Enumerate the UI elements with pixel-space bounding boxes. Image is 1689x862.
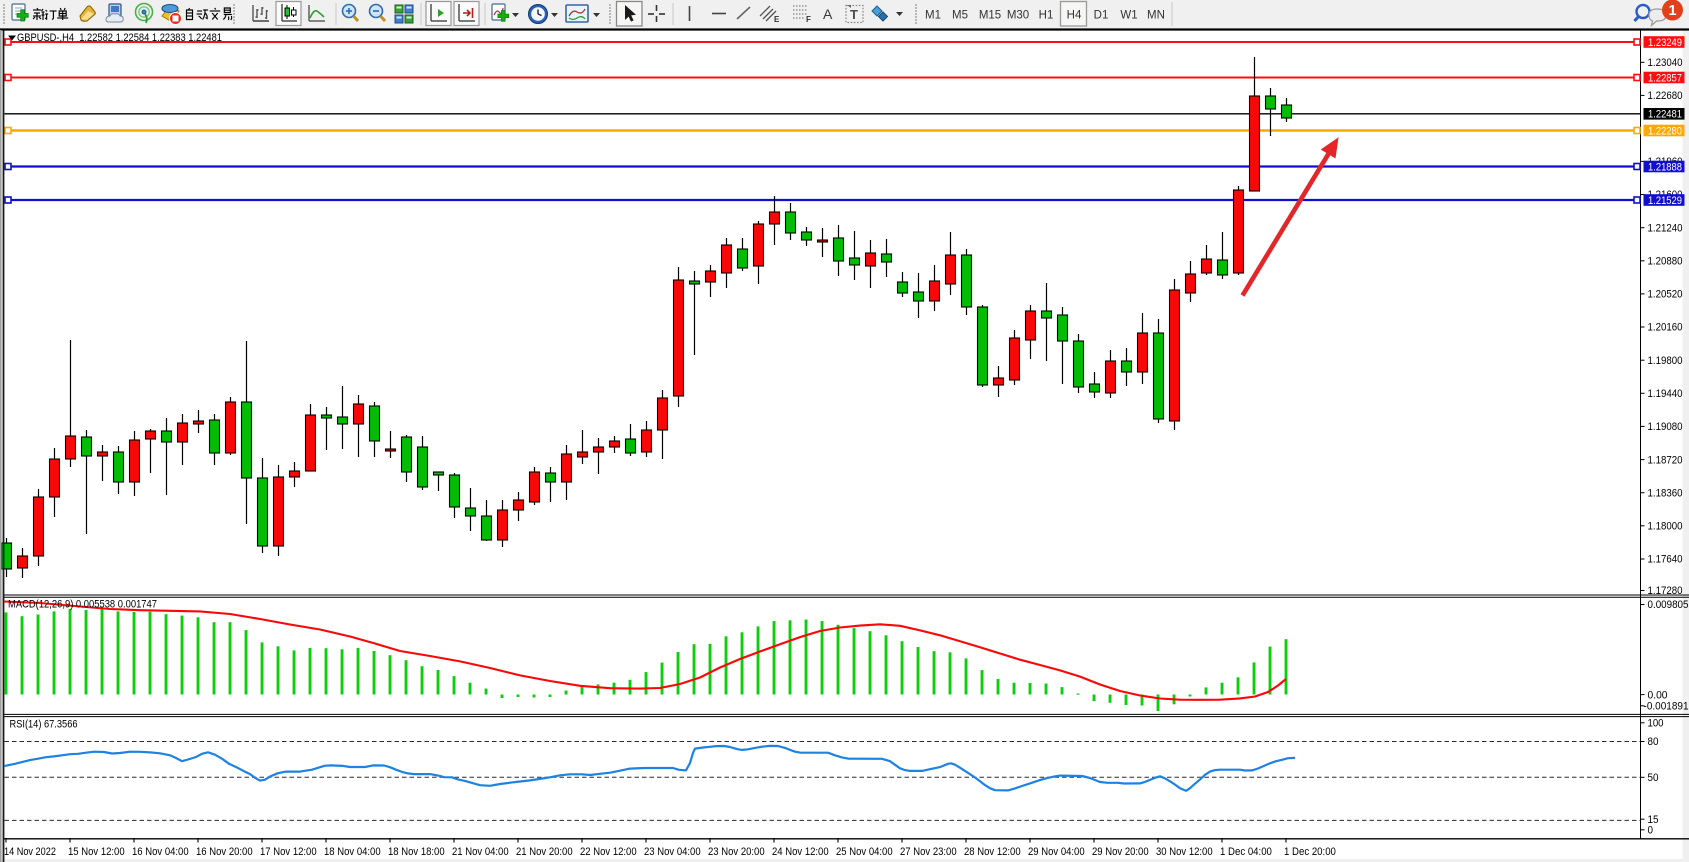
svg-text:1.21529: 1.21529 — [1648, 195, 1682, 207]
svg-text:24 Nov 12:00: 24 Nov 12:00 — [772, 846, 829, 858]
svg-text:T: T — [850, 7, 858, 22]
svg-text:M30: M30 — [1007, 10, 1029, 22]
svg-text:80: 80 — [1648, 736, 1659, 748]
svg-text:28 Nov 12:00: 28 Nov 12:00 — [964, 846, 1021, 858]
svg-text:1.20160: 1.20160 — [1648, 322, 1683, 334]
svg-text:MACD(12,26,9) 0.005538 0.00174: MACD(12,26,9) 0.005538 0.001747 — [8, 599, 157, 611]
svg-text:23 Nov 20:00: 23 Nov 20:00 — [708, 846, 765, 858]
svg-text:29 Nov 20:00: 29 Nov 20:00 — [1092, 846, 1149, 858]
svg-text:1.23249: 1.23249 — [1648, 37, 1682, 49]
svg-text:21 Nov 04:00: 21 Nov 04:00 — [452, 846, 509, 858]
svg-text:D1: D1 — [1094, 10, 1109, 22]
svg-text:H1: H1 — [1039, 10, 1054, 22]
svg-text:17 Nov 12:00: 17 Nov 12:00 — [260, 846, 317, 858]
svg-text:14 Nov 2022: 14 Nov 2022 — [4, 846, 56, 858]
svg-text:M1: M1 — [925, 10, 941, 22]
svg-text:1.21240: 1.21240 — [1648, 222, 1683, 234]
svg-text:W1: W1 — [1120, 10, 1137, 22]
svg-text:1 Dec 04:00: 1 Dec 04:00 — [1220, 846, 1272, 858]
svg-text:100: 100 — [1648, 718, 1664, 730]
svg-text:30 Nov 12:00: 30 Nov 12:00 — [1156, 846, 1213, 858]
svg-text:MN: MN — [1147, 10, 1165, 22]
svg-text:1 Dec 20:00: 1 Dec 20:00 — [1284, 846, 1336, 858]
svg-text:23 Nov 04:00: 23 Nov 04:00 — [644, 846, 701, 858]
svg-text:1.22481: 1.22481 — [1648, 109, 1682, 121]
svg-text:25 Nov 04:00: 25 Nov 04:00 — [836, 846, 893, 858]
svg-text:1.19440: 1.19440 — [1648, 388, 1683, 400]
svg-text:RSI(14) 67.3566: RSI(14) 67.3566 — [10, 719, 78, 731]
svg-text:0: 0 — [1648, 825, 1654, 837]
svg-text:1.17640: 1.17640 — [1648, 554, 1683, 566]
svg-text:1.17280: 1.17280 — [1648, 585, 1683, 597]
svg-text:0.00: 0.00 — [1648, 689, 1668, 701]
svg-text:15 Nov 12:00: 15 Nov 12:00 — [68, 846, 125, 858]
svg-text:16 Nov 04:00: 16 Nov 04:00 — [132, 846, 189, 858]
svg-text:1.20520: 1.20520 — [1648, 289, 1683, 301]
svg-text:0.009805: 0.009805 — [1648, 599, 1689, 611]
svg-text:M5: M5 — [952, 10, 968, 22]
svg-text:1.18360: 1.18360 — [1648, 487, 1683, 499]
svg-text:-0.001891: -0.001891 — [1644, 701, 1689, 713]
svg-text:A: A — [823, 6, 833, 22]
svg-text:1.20880: 1.20880 — [1648, 256, 1683, 268]
svg-text:1.18000: 1.18000 — [1648, 521, 1683, 533]
svg-text:1: 1 — [1668, 3, 1676, 19]
svg-text:22 Nov 12:00: 22 Nov 12:00 — [580, 846, 637, 858]
svg-text:1.19800: 1.19800 — [1648, 355, 1683, 367]
svg-text:15: 15 — [1648, 814, 1659, 826]
svg-text:1.22280: 1.22280 — [1648, 125, 1682, 137]
svg-text:29 Nov 04:00: 29 Nov 04:00 — [1028, 846, 1085, 858]
svg-text:1.22680: 1.22680 — [1648, 90, 1683, 102]
svg-text:1.22857: 1.22857 — [1648, 72, 1682, 84]
svg-text:16 Nov 20:00: 16 Nov 20:00 — [196, 846, 253, 858]
svg-text:1.18720: 1.18720 — [1648, 454, 1683, 466]
svg-text:1.23040: 1.23040 — [1648, 57, 1683, 69]
svg-text:H4: H4 — [1067, 10, 1082, 22]
svg-text:1.21888: 1.21888 — [1648, 161, 1682, 173]
svg-text:F: F — [806, 15, 811, 24]
svg-text:M15: M15 — [979, 10, 1001, 22]
svg-text:27 Nov 23:00: 27 Nov 23:00 — [900, 846, 957, 858]
svg-text:GBPUSD-,H4 1.22582 1.22584 1.: GBPUSD-,H4 1.22582 1.22584 1.22383 1.224… — [17, 32, 222, 44]
svg-text:18 Nov 18:00: 18 Nov 18:00 — [388, 846, 445, 858]
svg-text:E: E — [774, 15, 780, 24]
svg-text:1.19080: 1.19080 — [1648, 421, 1683, 433]
svg-text:50: 50 — [1648, 772, 1659, 784]
svg-text:18 Nov 04:00: 18 Nov 04:00 — [324, 846, 381, 858]
svg-text:21 Nov 20:00: 21 Nov 20:00 — [516, 846, 573, 858]
